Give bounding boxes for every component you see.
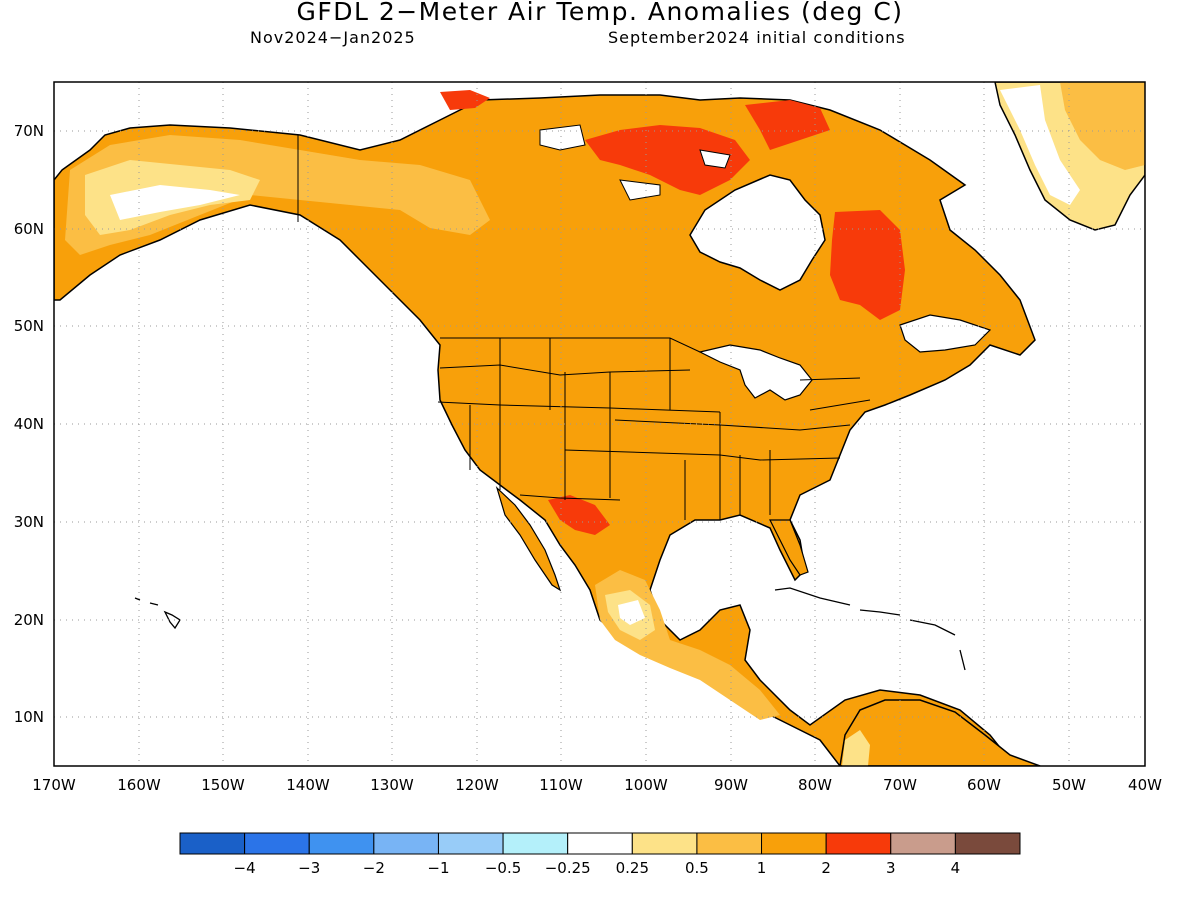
arctic-strong-anomaly bbox=[585, 125, 750, 195]
lon-label: 120W bbox=[455, 776, 499, 794]
colorbar-swatch bbox=[179, 832, 246, 855]
map-gridlines bbox=[54, 82, 1145, 766]
map-frame bbox=[53, 81, 1146, 767]
gulf-st-lawrence bbox=[899, 314, 992, 353]
latitude-labels: 70N 60N 50N 40N 30N 20N 10N bbox=[14, 122, 44, 726]
initial-conditions: September2024 initial conditions bbox=[608, 28, 906, 47]
forecast-period: Nov2024−Jan2025 bbox=[250, 28, 416, 47]
colorbar-swatch bbox=[502, 832, 569, 855]
lat-label: 40N bbox=[14, 415, 44, 433]
colorbar-label: 2 bbox=[821, 859, 831, 877]
colorbar-swatch bbox=[825, 832, 892, 855]
south-america-light-anomaly bbox=[842, 730, 870, 766]
lon-label: 160W bbox=[117, 776, 161, 794]
arctic-channels bbox=[539, 124, 731, 201]
lon-label: 50W bbox=[1052, 776, 1086, 794]
colorbar-swatch bbox=[308, 832, 375, 855]
hudson-bay bbox=[689, 174, 826, 291]
lon-label: 70W bbox=[883, 776, 917, 794]
lat-label: 20N bbox=[14, 611, 44, 629]
quebec-strong-anomaly bbox=[830, 210, 905, 320]
colorbar-label: −3 bbox=[298, 859, 320, 877]
colorbar-swatch bbox=[761, 832, 827, 855]
hawaii-islands bbox=[134, 597, 181, 630]
colorbar-swatch bbox=[567, 832, 633, 855]
colorbar-swatch bbox=[890, 832, 956, 855]
map-area bbox=[54, 82, 1145, 766]
lat-label: 60N bbox=[14, 220, 44, 238]
colorbar bbox=[179, 832, 1021, 855]
colorbar-label: 0.25 bbox=[616, 859, 649, 877]
lon-label: 90W bbox=[714, 776, 748, 794]
south-america-land bbox=[839, 699, 1041, 766]
colorbar-swatch bbox=[954, 832, 1021, 855]
lon-label: 60W bbox=[967, 776, 1001, 794]
lon-label: 80W bbox=[798, 776, 832, 794]
lat-label: 10N bbox=[14, 708, 44, 726]
lon-label: 40W bbox=[1128, 776, 1162, 794]
longitude-labels: 170W 160W 150W 140W 130W 120W 110W 100W … bbox=[32, 776, 1162, 794]
lon-label: 130W bbox=[370, 776, 414, 794]
colorbar-swatch bbox=[631, 832, 698, 855]
colorbar-label: −0.25 bbox=[545, 859, 591, 877]
colorbar-label: −2 bbox=[363, 859, 385, 877]
colorbar-label: 1 bbox=[757, 859, 767, 877]
colorbar-label: 0.5 bbox=[685, 859, 709, 877]
greenland-neutral bbox=[1000, 85, 1080, 205]
lon-label: 140W bbox=[286, 776, 330, 794]
baffin-strong-anomaly bbox=[745, 100, 830, 150]
colorbar-label: −4 bbox=[234, 859, 256, 877]
colorbar-label: −1 bbox=[427, 859, 449, 877]
colorbar-swatch bbox=[244, 832, 310, 855]
lon-label: 150W bbox=[201, 776, 245, 794]
alaska-neutral bbox=[110, 185, 240, 220]
baja-land bbox=[495, 486, 562, 592]
lon-label: 110W bbox=[539, 776, 583, 794]
mexico-neutral bbox=[618, 600, 645, 625]
florida-land bbox=[769, 519, 809, 576]
lat-label: 50N bbox=[14, 317, 44, 335]
caribbean-islands bbox=[774, 587, 966, 671]
colorbar-label: 4 bbox=[951, 859, 961, 877]
greenland-weak-anomaly bbox=[1060, 82, 1145, 170]
lat-label: 30N bbox=[14, 513, 44, 531]
colorbar-label: 3 bbox=[886, 859, 896, 877]
colorbar-label: −0.5 bbox=[485, 859, 521, 877]
colorbar-swatch bbox=[437, 832, 504, 855]
southwest-strong-anomaly bbox=[548, 495, 610, 535]
lat-label: 70N bbox=[14, 122, 44, 140]
map-title: GFDL 2−Meter Air Temp. Anomalies (deg C) bbox=[296, 0, 904, 26]
colorbar-labels: −4 −3 −2 −1 −0.5 −0.25 0.25 0.5 1 2 3 4 bbox=[234, 859, 961, 877]
colorbar-swatch bbox=[373, 832, 439, 855]
lon-label: 100W bbox=[624, 776, 668, 794]
great-lakes bbox=[698, 344, 813, 401]
colorbar-swatch bbox=[696, 832, 763, 855]
lon-label: 170W bbox=[32, 776, 76, 794]
political-boundaries bbox=[297, 135, 871, 520]
